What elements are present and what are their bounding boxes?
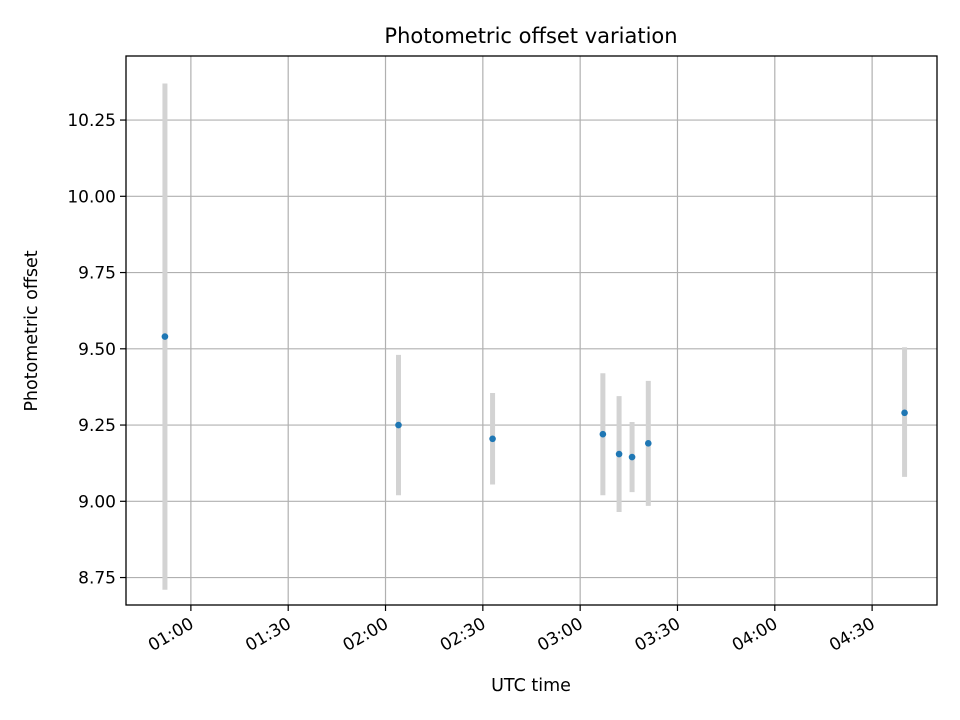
y-tick-label: 10.25 <box>67 111 116 131</box>
data-point <box>644 440 652 447</box>
y-tick-label: 8.75 <box>78 569 116 589</box>
y-tick-label: 9.75 <box>78 264 116 284</box>
data-point <box>599 430 607 438</box>
x-tick-label: 02:30 <box>437 614 489 656</box>
y-tick-label: 10.00 <box>67 187 116 207</box>
chart-title: Photometric offset variation <box>384 24 677 48</box>
y-tick-label: 9.00 <box>78 492 116 512</box>
x-tick-label: 04:30 <box>826 614 878 656</box>
axis-ticks: 01:00 01:30 02:00 02:30 03:00 03:30 04:00 04:30… <box>67 111 878 656</box>
y-tick-label: 9.50 <box>78 340 116 360</box>
y-axis-label: Photometric offset <box>22 250 42 411</box>
plot-frame <box>125 55 938 606</box>
x-tick-label: 04:00 <box>729 614 781 656</box>
x-tick-label: 01:00 <box>145 614 197 656</box>
grid-lines <box>126 56 937 605</box>
data-point <box>901 409 908 417</box>
x-tick-label: 03:00 <box>534 614 586 656</box>
data-point <box>161 333 169 340</box>
data-point <box>489 435 496 443</box>
data-point <box>395 421 402 429</box>
y-tick-label: 9.25 <box>78 416 116 436</box>
x-tick-label: 01:30 <box>242 614 294 656</box>
x-axis-label: UTC time <box>491 676 571 696</box>
data-point <box>628 453 636 461</box>
data-point <box>615 450 623 458</box>
x-tick-label: 02:00 <box>340 614 392 656</box>
error-bars <box>162 83 908 590</box>
x-tick-label: 03:30 <box>632 614 684 656</box>
data-points <box>161 333 908 461</box>
